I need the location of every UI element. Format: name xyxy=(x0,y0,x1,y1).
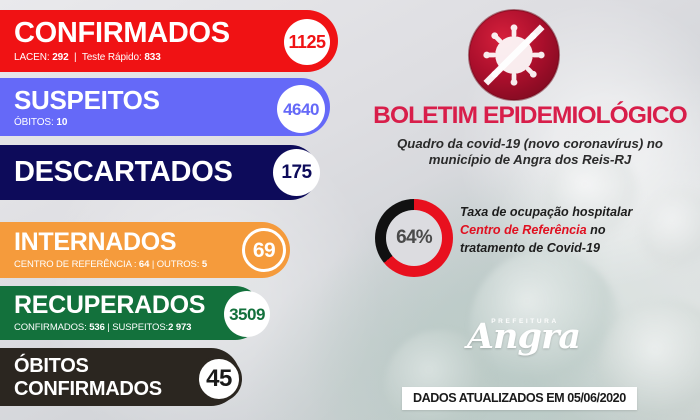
occupancy-percent-label: 64% xyxy=(396,227,432,248)
stat-sub-value: 292 xyxy=(52,52,69,63)
stat-bar-suspeitos: SUSPEITOS ÓBITOS: 10 4640 xyxy=(0,78,330,136)
stat-sub-key: CENTRO DE REFERÊNCIA : xyxy=(14,259,139,270)
stat-sub-value: 64 xyxy=(138,259,150,270)
stat-sub-key: OUTROS: xyxy=(156,259,202,270)
stat-label-internados: INTERNADOS xyxy=(14,228,177,256)
page-subtitle-line2: município de Angra dos Reis-RJ xyxy=(428,152,632,168)
hospital-occupancy-chart: 64% Taxa de ocupação hospitalar Centro d… xyxy=(360,196,700,282)
stat-bar-recuperados: RECUPERADOS CONFIRMADOS: 536 | SUSPEITOS… xyxy=(0,286,270,340)
stat-sub-key: CONFIRMADOS: xyxy=(14,322,90,333)
stat-value-internados: 69 xyxy=(242,228,286,272)
prefeitura-angra-logo: PREFEITURA Angra xyxy=(416,318,631,354)
stat-sub-key: ÓBITOS: xyxy=(14,117,57,128)
right-panel: BOLETIM EPIDEMIOLÓGICO Quadro da covid-1… xyxy=(360,0,700,420)
stat-bar-obitos-confirmados: ÓBITOS CONFIRMADOS 45 xyxy=(0,348,242,406)
stat-sub-separator: | xyxy=(104,322,113,333)
stat-value-text: 69 xyxy=(252,238,276,262)
stat-label-obitos-line2: CONFIRMADOS xyxy=(14,378,162,400)
last-updated-date: DADOS ATUALIZADOS EM 05/06/2020 xyxy=(402,387,637,410)
page-title: BOLETIM EPIDEMIOLÓGICO xyxy=(373,102,688,129)
occupancy-highlight: Centro de Referência xyxy=(460,222,587,237)
stat-sub-value: 536 xyxy=(89,322,105,333)
stat-bar-confirmados: CONFIRMADOS LACEN: 292 | Teste Rápido: 8… xyxy=(0,10,338,72)
page-subtitle: Quadro da covid-19 (novo coronavírus) no… xyxy=(360,136,700,170)
stat-value-text: 45 xyxy=(206,365,232,392)
stat-label-descartados: DESCARTADOS xyxy=(14,156,233,188)
stat-value-descartados: 175 xyxy=(273,149,320,196)
stat-sub-suspeitos: ÓBITOS: 10 xyxy=(14,118,330,128)
stat-bar-descartados: DESCARTADOS 175 xyxy=(0,145,320,200)
logo-prefeitura-text: PREFEITURA xyxy=(491,318,559,325)
stat-label-recuperados: RECUPERADOS xyxy=(14,291,206,319)
occupancy-text-line3: tratamento de Covid-19 xyxy=(460,240,600,255)
stat-label-obitos-line1: ÓBITOS xyxy=(14,355,89,377)
stat-value-recuperados: 3509 xyxy=(224,291,270,337)
occupancy-text-line2: Centro de Referência no xyxy=(460,222,698,240)
occupancy-description: Taxa de ocupação hospitalar Centro de Re… xyxy=(460,204,698,258)
logo-angra-text: Angra xyxy=(466,316,581,357)
stat-sub-value: 5 xyxy=(201,259,208,270)
stat-value-obitos: 45 xyxy=(196,356,242,402)
stat-sub-separator: | xyxy=(149,259,157,270)
stat-label-confirmados: CONFIRMADOS xyxy=(14,17,230,49)
statistics-panel: CONFIRMADOS LACEN: 292 | Teste Rápido: 8… xyxy=(0,10,338,406)
stat-sub-confirmados: LACEN: 292 | Teste Rápido: 833 xyxy=(14,53,338,63)
page-subtitle-line1: Quadro da covid-19 (novo coronavírus) no xyxy=(397,135,663,151)
stat-value-text: 4640 xyxy=(283,99,319,119)
stat-value-suspeitos: 4640 xyxy=(277,85,325,133)
stat-sub-recuperados: CONFIRMADOS: 536 | SUSPEITOS:2 973 xyxy=(14,323,262,333)
stat-sub-key: Teste Rápido: xyxy=(81,52,145,63)
stat-sub-key: LACEN: xyxy=(14,52,53,63)
stat-value-confirmados: 1125 xyxy=(284,19,330,65)
occupancy-donut-ring: 64% xyxy=(375,199,453,277)
stat-value-text: 3509 xyxy=(229,304,265,324)
stat-sub-key: SUSPEITOS: xyxy=(112,322,169,333)
occupancy-donut-hole: 64% xyxy=(386,210,442,266)
occupancy-text-after: no xyxy=(586,222,606,237)
title-block: BOLETIM EPIDEMIOLÓGICO Quadro da covid-1… xyxy=(360,102,700,170)
stat-sub-value: 10 xyxy=(56,117,68,128)
stat-sub-value: 833 xyxy=(144,52,161,63)
virus-prohibited-icon xyxy=(467,8,561,102)
stat-value-text: 175 xyxy=(281,162,312,183)
stat-value-text: 1125 xyxy=(288,32,326,52)
stat-bar-internados: INTERNADOS CENTRO DE REFERÊNCIA : 64 | O… xyxy=(0,222,290,278)
stat-sub-value: 2 973 xyxy=(168,322,192,333)
stat-sub-internados: CENTRO DE REFERÊNCIA : 64 | OUTROS: 5 xyxy=(14,260,290,270)
occupancy-text-line1: Taxa de ocupação hospitalar xyxy=(460,205,633,219)
stat-label-suspeitos: SUSPEITOS xyxy=(14,85,160,115)
stat-sub-separator: | xyxy=(68,52,82,63)
